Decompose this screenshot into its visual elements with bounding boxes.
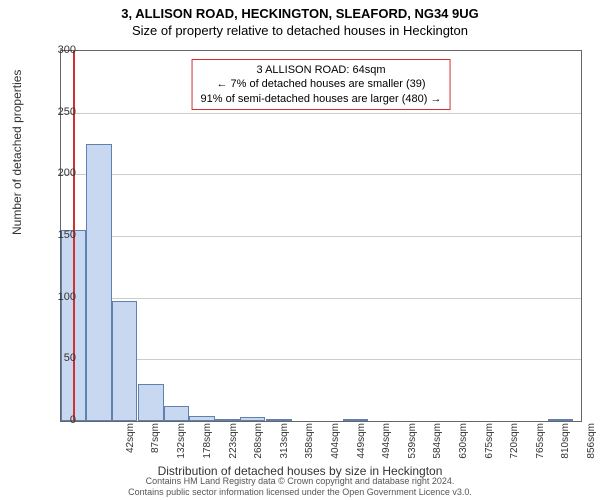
title-line2: Size of property relative to detached ho… [0, 21, 600, 38]
histogram-bar [189, 416, 214, 421]
histogram-bar [112, 301, 137, 421]
histogram-bar [548, 419, 573, 421]
y-axis-label: Number of detached properties [10, 70, 24, 235]
histogram-bar [266, 419, 291, 421]
x-tick-label: 494sqm [381, 423, 392, 459]
x-tick-label: 87sqm [150, 423, 161, 453]
attribution-line2: Contains public sector information licen… [0, 487, 600, 498]
x-tick-label: 630sqm [458, 423, 469, 459]
x-tick-label: 178sqm [202, 423, 213, 459]
x-tick-label: 810sqm [560, 423, 571, 459]
grid-line [61, 174, 581, 175]
x-tick-label: 42sqm [125, 423, 136, 453]
attribution-line1: Contains HM Land Registry data © Crown c… [0, 476, 600, 487]
x-tick-label: 675sqm [484, 423, 495, 459]
plot-area: 3 ALLISON ROAD: 64sqm ← 7% of detached h… [60, 50, 582, 422]
x-tick-label: 268sqm [253, 423, 264, 459]
histogram-bar [240, 417, 265, 421]
histogram-bar [138, 384, 163, 421]
y-tick-label: 200 [46, 167, 76, 179]
histogram-bar [343, 419, 368, 421]
x-tick-label: 358sqm [304, 423, 315, 459]
histogram-bar [164, 406, 189, 421]
histogram-bar [215, 419, 240, 421]
x-tick-label: 584sqm [432, 423, 443, 459]
y-tick-label: 300 [46, 44, 76, 56]
x-tick-label: 132sqm [176, 423, 187, 459]
y-tick-label: 50 [46, 352, 76, 364]
y-tick-label: 150 [46, 229, 76, 241]
info-line2: ← 7% of detached houses are smaller (39) [201, 77, 442, 91]
grid-line [61, 113, 581, 114]
x-tick-label: 313sqm [279, 423, 290, 459]
x-tick-label: 539sqm [407, 423, 418, 459]
y-tick-label: 0 [46, 414, 76, 426]
y-tick-label: 250 [46, 106, 76, 118]
x-tick-label: 223sqm [228, 423, 239, 459]
y-tick-label: 100 [46, 291, 76, 303]
info-line3: 91% of semi-detached houses are larger (… [201, 92, 442, 106]
info-line1: 3 ALLISON ROAD: 64sqm [201, 63, 442, 77]
x-tick-label: 449sqm [356, 423, 367, 459]
grid-line [61, 236, 581, 237]
grid-line [61, 298, 581, 299]
chart-container: 3, ALLISON ROAD, HECKINGTON, SLEAFORD, N… [0, 0, 600, 500]
x-tick-label: 720sqm [509, 423, 520, 459]
x-tick-label: 856sqm [586, 423, 597, 459]
attribution: Contains HM Land Registry data © Crown c… [0, 476, 600, 498]
title-line1: 3, ALLISON ROAD, HECKINGTON, SLEAFORD, N… [0, 0, 600, 21]
info-box: 3 ALLISON ROAD: 64sqm ← 7% of detached h… [192, 59, 451, 110]
grid-line [61, 359, 581, 360]
x-tick-label: 765sqm [535, 423, 546, 459]
x-tick-label: 404sqm [330, 423, 341, 459]
histogram-bar [86, 144, 111, 422]
